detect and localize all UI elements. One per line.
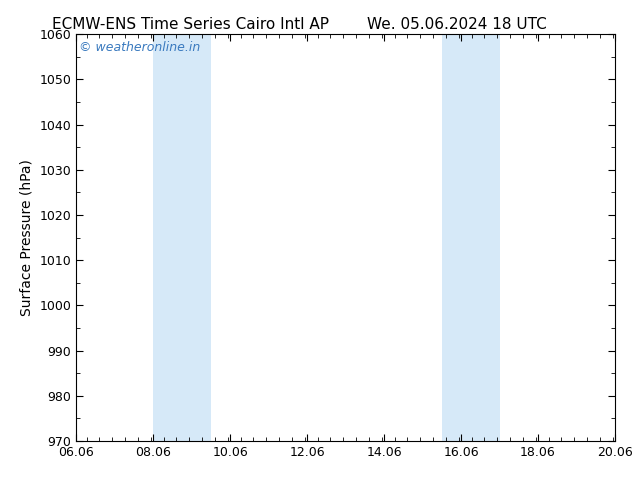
Text: We. 05.06.2024 18 UTC: We. 05.06.2024 18 UTC — [366, 17, 547, 32]
Text: ECMW-ENS Time Series Cairo Intl AP: ECMW-ENS Time Series Cairo Intl AP — [52, 17, 328, 32]
Text: © weatheronline.in: © weatheronline.in — [79, 41, 200, 54]
Bar — [153, 34, 210, 441]
Y-axis label: Surface Pressure (hPa): Surface Pressure (hPa) — [20, 159, 34, 316]
Bar — [442, 34, 500, 441]
